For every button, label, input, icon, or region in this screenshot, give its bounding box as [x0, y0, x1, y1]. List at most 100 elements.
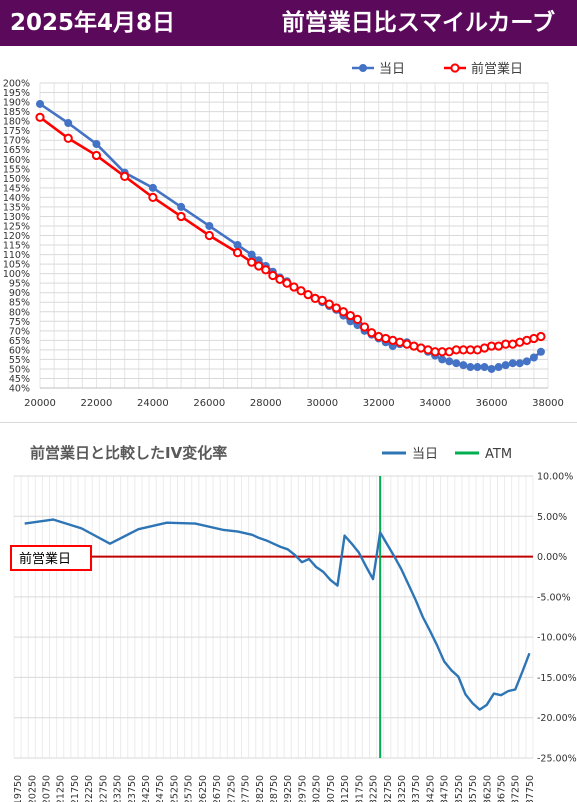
- x-tick-label: 28250: [255, 775, 266, 802]
- y-tick-label: 145%: [3, 183, 30, 194]
- x-tick-label: 28000: [250, 398, 282, 409]
- x-tick-label: 24000: [137, 398, 169, 409]
- y-tick-label: 170%: [3, 136, 30, 147]
- y-tick-label: 185%: [3, 107, 30, 118]
- today-point: [233, 241, 242, 250]
- x-tick-label: 34000: [419, 398, 451, 409]
- prev-point: [331, 303, 341, 313]
- x-tick-label: 31250: [340, 775, 351, 802]
- prev-point: [338, 307, 348, 317]
- x-tick-label: 30250: [312, 775, 323, 802]
- x-tick-label: 31750: [354, 775, 365, 802]
- y-tick-label: -20.00%: [537, 713, 577, 724]
- today-point: [148, 183, 157, 192]
- today-point: [522, 357, 531, 366]
- prev-point: [148, 192, 158, 202]
- prev-point: [352, 314, 363, 324]
- x-tick-label: 20250: [27, 775, 38, 802]
- today-point: [529, 353, 538, 362]
- x-tick-label: 25250: [169, 775, 180, 802]
- today-point: [452, 359, 461, 368]
- x-tick-label: 28750: [269, 775, 280, 802]
- x-tick-label: 24750: [155, 775, 166, 802]
- y-tick-label: 65%: [9, 336, 30, 347]
- x-tick-label: 26250: [198, 775, 209, 802]
- legend-marker: [450, 63, 460, 73]
- y-tick-label: 105%: [3, 260, 30, 271]
- x-tick-label: 30750: [326, 775, 337, 802]
- prev-point: [359, 322, 370, 332]
- today-point: [508, 359, 517, 368]
- y-tick-label: 135%: [3, 202, 30, 213]
- x-tick-label: 35750: [468, 775, 479, 802]
- y-tick-label: -15.00%: [537, 673, 577, 684]
- x-tick-label: 36750: [497, 775, 508, 802]
- x-tick-label: 36000: [476, 398, 508, 409]
- y-tick-label: 40%: [9, 384, 30, 395]
- today-point: [459, 361, 468, 370]
- chart-title: 前営業日と比較したIV変化率: [30, 444, 227, 462]
- x-tick-label: 22250: [84, 775, 95, 802]
- y-tick-label: 90%: [9, 288, 30, 299]
- y-tick-label: 200%: [3, 79, 30, 90]
- prev-point: [289, 282, 299, 292]
- x-tick-label: 37250: [511, 775, 522, 802]
- x-tick-label: 21750: [70, 775, 81, 802]
- x-tick-label: 26000: [193, 398, 225, 409]
- x-tick-label: 33250: [397, 775, 408, 802]
- prev-point: [536, 331, 546, 342]
- series-line-today: [39, 102, 542, 371]
- x-tick-label: 27250: [226, 775, 237, 802]
- today-point: [536, 347, 545, 356]
- x-tick-label: 22000: [81, 398, 113, 409]
- legend-label: ATM: [485, 447, 512, 462]
- today-point: [92, 140, 101, 148]
- x-tick-label: 26750: [212, 775, 223, 802]
- y-tick-label: 115%: [3, 241, 30, 252]
- y-tick-label: 5.00%: [537, 512, 567, 523]
- x-tick-label: 21250: [56, 775, 67, 802]
- y-tick-label: 95%: [9, 279, 30, 290]
- y-tick-label: 80%: [9, 307, 30, 318]
- y-tick-label: -5.00%: [537, 592, 571, 603]
- y-tick-label: 130%: [3, 212, 30, 223]
- prev-point: [268, 270, 278, 281]
- header-bar: 2025年4月8日 前営業日比スマイルカーブ: [0, 0, 577, 46]
- x-tick-label: 33750: [411, 775, 422, 802]
- y-tick-label: 125%: [3, 221, 30, 232]
- y-tick-label: 70%: [9, 326, 30, 337]
- today-point: [501, 361, 510, 370]
- today-point: [205, 221, 214, 230]
- y-tick-label: 180%: [3, 117, 30, 128]
- y-tick-label: 110%: [3, 250, 30, 261]
- y-tick-label: 140%: [3, 193, 30, 204]
- prev-point: [261, 265, 271, 275]
- x-tick-label: 34750: [440, 775, 451, 802]
- x-tick-label: 23250: [113, 775, 124, 802]
- prev-point: [254, 261, 264, 271]
- prev-point: [367, 328, 377, 338]
- x-tick-label: 34250: [425, 775, 436, 802]
- y-tick-label: 10.00%: [537, 472, 573, 483]
- today-point: [466, 363, 475, 372]
- x-tick-label: 30000: [306, 398, 338, 409]
- x-tick-label: 22750: [98, 775, 109, 802]
- today-point: [445, 357, 454, 366]
- legend-marker: [359, 64, 367, 72]
- today-point: [487, 364, 496, 373]
- x-tick-label: 20750: [41, 775, 52, 802]
- today-point: [494, 363, 503, 372]
- prev-point: [296, 286, 306, 296]
- prev-point: [176, 211, 186, 222]
- x-tick-label: 36250: [482, 775, 493, 802]
- x-tick-label: 32250: [369, 775, 380, 802]
- prev-point: [204, 230, 214, 241]
- prev-point: [232, 248, 243, 258]
- y-tick-label: 55%: [9, 355, 30, 366]
- x-tick-label: 20000: [24, 398, 56, 409]
- y-tick-label: -10.00%: [537, 633, 577, 644]
- today-point: [247, 250, 256, 259]
- today-point: [64, 119, 73, 128]
- prev-point: [35, 112, 45, 122]
- y-tick-label: 120%: [3, 231, 30, 242]
